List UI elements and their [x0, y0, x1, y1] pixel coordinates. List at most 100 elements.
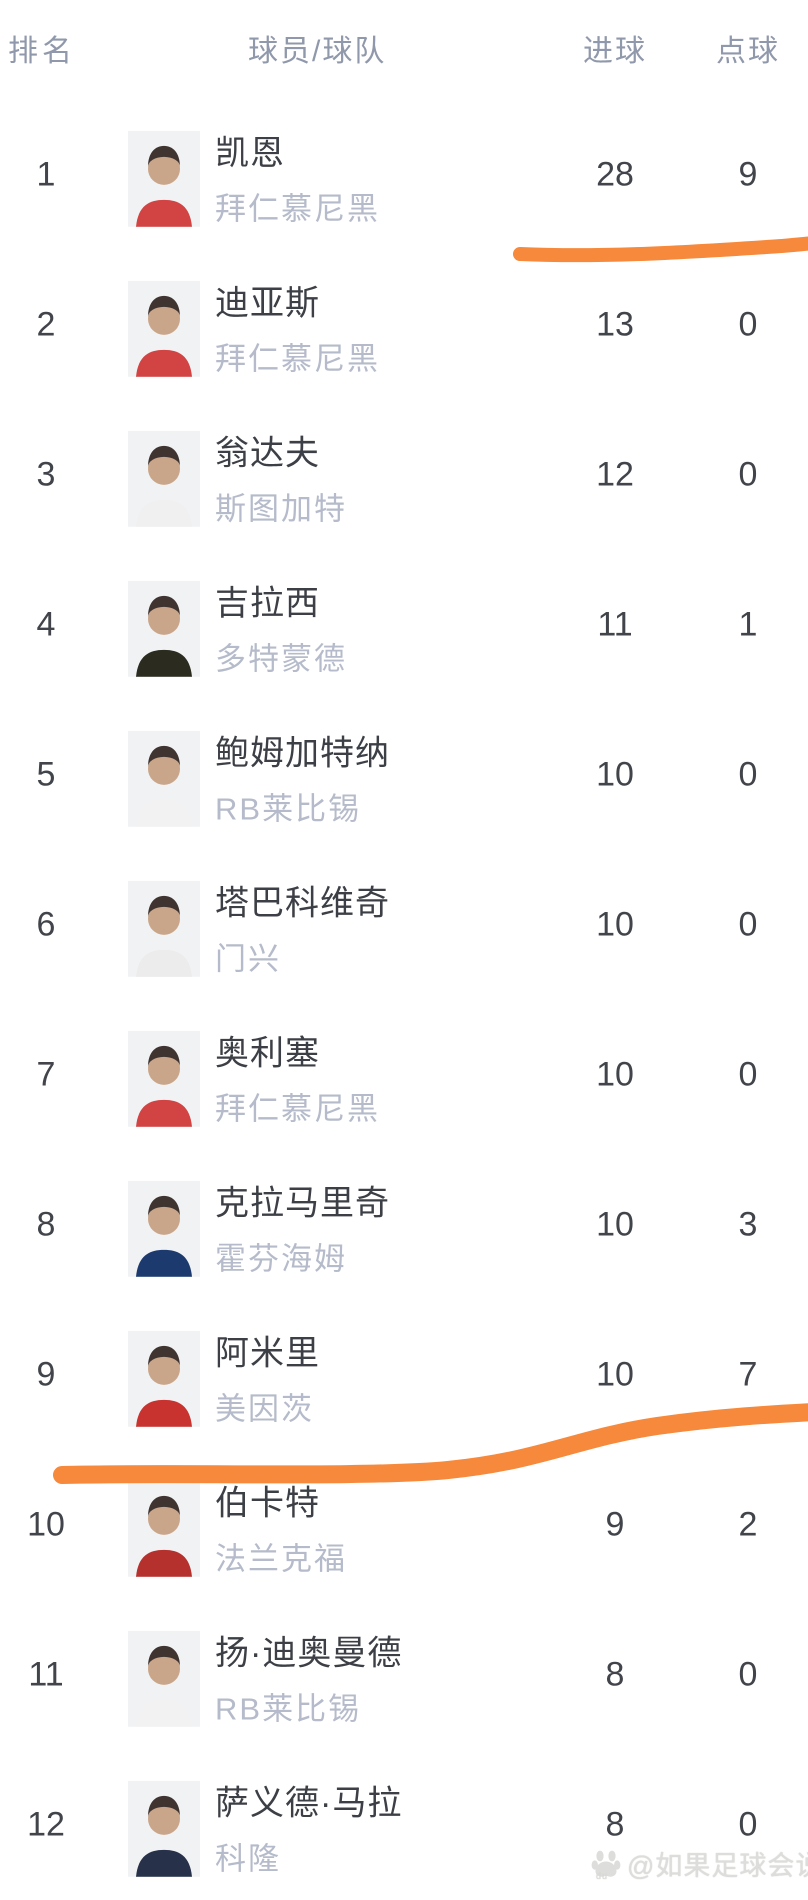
player-info: 鲍姆加特纳 RB莱比锡 [215, 732, 390, 831]
penalties-cell: 9 [738, 155, 758, 194]
rank-cell: 12 [27, 1805, 65, 1844]
avatar-hair [148, 445, 180, 467]
avatar-jersey [136, 1849, 192, 1877]
rank-cell: 4 [36, 605, 56, 644]
goals-cell: 12 [596, 455, 634, 494]
avatar-hair [148, 745, 180, 767]
avatar-jersey [136, 199, 192, 227]
penalties-cell: 1 [738, 605, 758, 644]
player-avatar [128, 430, 200, 527]
table-row[interactable]: 3 翁达夫 斯图加特 12 0 [0, 400, 808, 550]
header-goals: 进球 [583, 35, 647, 68]
goals-cell: 10 [596, 1205, 634, 1244]
avatar-jersey [136, 649, 192, 677]
avatar-hair [148, 295, 180, 317]
team-name: 多特蒙德 [215, 641, 347, 677]
player-name: 伯卡特 [215, 1484, 320, 1523]
goals-cell: 10 [596, 1355, 634, 1394]
player-info: 迪亚斯 拜仁慕尼黑 [215, 282, 380, 381]
player-info: 克拉马里奇 霍芬海姆 [215, 1182, 390, 1281]
table-row[interactable]: 9 阿米里 美因茨 10 7 [0, 1300, 808, 1450]
avatar-hair [148, 895, 180, 917]
player-name: 阿米里 [215, 1334, 320, 1373]
player-info: 翁达夫 斯图加特 [215, 432, 347, 531]
team-name: 拜仁慕尼黑 [215, 1091, 380, 1127]
avatar-jersey [136, 349, 192, 377]
player-name: 吉拉西 [215, 584, 320, 623]
player-name: 翁达夫 [215, 434, 320, 473]
table-row[interactable]: 4 吉拉西 多特蒙德 11 1 [0, 550, 808, 700]
avatar-hair [148, 1195, 180, 1217]
rank-cell: 2 [36, 305, 56, 344]
penalties-cell: 0 [738, 1805, 758, 1844]
penalties-cell: 3 [738, 1205, 758, 1244]
penalties-cell: 0 [738, 905, 758, 944]
avatar-face [148, 1202, 180, 1235]
player-info: 凯恩 拜仁慕尼黑 [215, 132, 380, 231]
player-avatar [128, 1180, 200, 1277]
team-name: 拜仁慕尼黑 [215, 341, 380, 377]
avatar-hair [148, 1795, 180, 1817]
team-name: 法兰克福 [215, 1541, 347, 1577]
table-header: 排名 球员/球队 进球 点球 [0, 24, 808, 68]
goals-cell: 8 [605, 1655, 625, 1694]
player-info: 扬·迪奥曼德 RB莱比锡 [215, 1632, 402, 1731]
player-name: 奥利塞 [215, 1034, 320, 1073]
avatar-face [148, 1502, 180, 1535]
goals-cell: 10 [596, 755, 634, 794]
rank-cell: 7 [36, 1055, 56, 1094]
table-row[interactable]: 7 奥利塞 拜仁慕尼黑 10 0 [0, 1000, 808, 1150]
rank-cell: 1 [36, 155, 56, 194]
avatar-face [148, 1652, 180, 1685]
table-row[interactable]: 5 鲍姆加特纳 RB莱比锡 10 0 [0, 700, 808, 850]
player-avatar [128, 1030, 200, 1127]
player-avatar [128, 580, 200, 677]
rank-cell: 6 [36, 905, 56, 944]
rank-cell: 10 [27, 1505, 65, 1544]
goals-cell: 9 [605, 1505, 625, 1544]
avatar-face [148, 302, 180, 335]
player-name: 塔巴科维奇 [215, 884, 390, 923]
goals-cell: 13 [596, 305, 634, 344]
rank-cell: 9 [36, 1355, 56, 1394]
avatar-jersey [136, 1699, 192, 1727]
table-row[interactable]: 6 塔巴科维奇 门兴 10 0 [0, 850, 808, 1000]
player-name: 鲍姆加特纳 [215, 734, 390, 773]
avatar-hair [148, 145, 180, 167]
goals-cell: 8 [605, 1805, 625, 1844]
avatar-jersey [136, 499, 192, 527]
avatar-hair [148, 595, 180, 617]
avatar-face [148, 452, 180, 485]
penalties-cell: 0 [738, 1055, 758, 1094]
avatar-face [148, 602, 180, 635]
avatar-jersey [136, 949, 192, 977]
table-row[interactable]: 1 凯恩 拜仁慕尼黑 28 9 [0, 100, 808, 250]
team-name: 斯图加特 [215, 491, 347, 527]
table-row[interactable]: 2 迪亚斯 拜仁慕尼黑 13 0 [0, 250, 808, 400]
player-avatar [128, 1330, 200, 1427]
avatar-face [148, 1052, 180, 1085]
avatar-face [148, 752, 180, 785]
player-avatar [128, 130, 200, 227]
avatar-hair [148, 1045, 180, 1067]
player-name: 扬·迪奥曼德 [215, 1634, 403, 1673]
watermark: du @如果足球会说话 [590, 1844, 808, 1883]
team-name: 拜仁慕尼黑 [215, 191, 380, 227]
table-row[interactable]: 12 萨义德·马拉 科隆 8 0 [0, 1750, 808, 1900]
avatar-face [148, 1802, 180, 1835]
team-name: 门兴 [215, 941, 281, 977]
avatar-jersey [136, 1249, 192, 1277]
rank-cell: 3 [36, 455, 56, 494]
penalties-cell: 7 [738, 1355, 758, 1394]
player-info: 奥利塞 拜仁慕尼黑 [215, 1032, 380, 1131]
table-row[interactable]: 11 扬·迪奥曼德 RB莱比锡 8 0 [0, 1600, 808, 1750]
penalties-cell: 2 [738, 1505, 758, 1544]
table-row[interactable]: 8 克拉马里奇 霍芬海姆 10 3 [0, 1150, 808, 1300]
avatar-hair [148, 1645, 180, 1667]
team-name: RB莱比锡 [215, 791, 362, 827]
penalties-cell: 0 [738, 755, 758, 794]
player-name: 凯恩 [215, 134, 285, 173]
player-info: 阿米里 美因茨 [215, 1332, 320, 1431]
scorer-table-body: 1 凯恩 拜仁慕尼黑 28 9 2 迪亚斯 [0, 100, 808, 1900]
table-row[interactable]: 10 伯卡特 法兰克福 9 2 [0, 1450, 808, 1600]
